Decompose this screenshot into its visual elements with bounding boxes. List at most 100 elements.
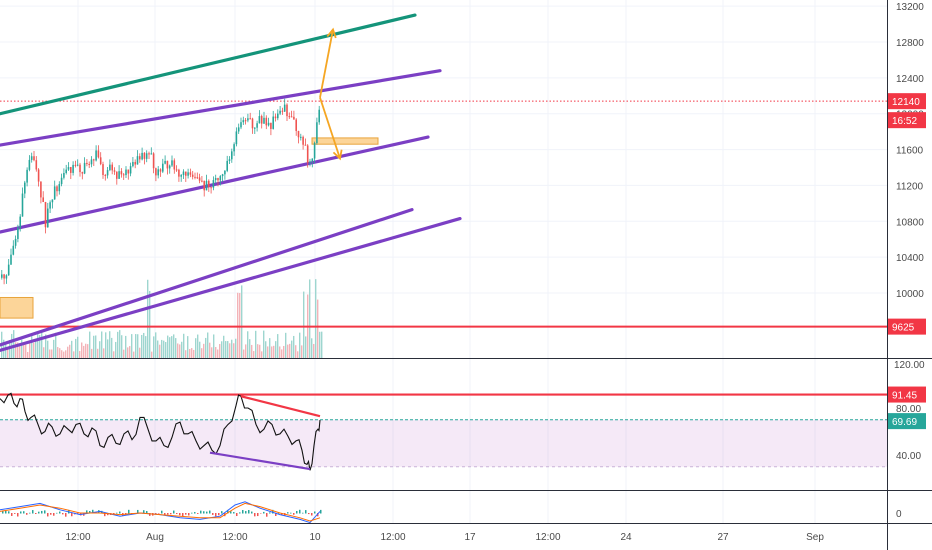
candle-body (297, 130, 300, 138)
down-arrow (319, 97, 341, 159)
bullish-divergence (209, 451, 311, 471)
volume-bar (229, 343, 231, 358)
candle-body (1, 274, 3, 278)
macd-histogram-bar (71, 513, 73, 517)
volume-bar (127, 347, 129, 358)
macd-histogram-bar (92, 509, 94, 514)
volume-bar (249, 339, 251, 358)
macd-histogram-bar (203, 511, 205, 514)
candle-body (70, 167, 72, 173)
candle-body (30, 156, 33, 160)
macd-histogram-bar (143, 510, 145, 514)
osc-tick-label: 80.00 (896, 404, 921, 415)
volume-bar (143, 332, 145, 358)
macd-histogram-bar (104, 513, 106, 517)
candle-body (40, 181, 42, 198)
resistance-zone (311, 137, 379, 145)
up-arrow (319, 29, 334, 98)
macd-histogram-bar (50, 513, 52, 515)
macd-histogram-bar (47, 513, 49, 517)
candle-body (210, 187, 212, 189)
macd-histogram-bar (62, 513, 64, 515)
volume-bar (231, 339, 233, 358)
zones (0, 137, 379, 319)
volume-bar (301, 345, 303, 358)
candle-body (283, 104, 286, 112)
countdown-badge-bg (888, 112, 926, 129)
volume-bar (193, 349, 195, 358)
macd-histogram-bar (278, 512, 280, 514)
candle-body (143, 152, 146, 159)
volume-bar (121, 335, 123, 358)
candle-body (173, 160, 176, 170)
macd-histogram-bar (194, 512, 196, 514)
macd-histogram-bar (200, 510, 202, 514)
volume-bar (201, 348, 203, 358)
volume-bar (117, 331, 119, 358)
volume-bar (165, 342, 167, 358)
macd-histogram-bar (161, 510, 163, 514)
candle-body (97, 150, 100, 158)
time-axis[interactable]: 12:00 Aug 12:00 10 12:00 17 12:00 24 27 Sep (65, 532, 824, 543)
time-tick-label: 12:00 (65, 532, 90, 543)
time-tick-label: 12:00 (535, 532, 560, 543)
candle-body (217, 177, 219, 181)
volume-bar (251, 344, 253, 358)
candle-body (311, 158, 314, 162)
macd-histogram-bar (137, 509, 139, 514)
macd-tick-label: 0 (896, 509, 902, 520)
candle-body (49, 202, 51, 209)
volume-bar (287, 344, 289, 358)
volume-bar (63, 351, 65, 358)
candle-body (33, 156, 35, 161)
volume-bar (69, 344, 71, 358)
demand-zone (0, 296, 34, 319)
candle-body (150, 153, 153, 155)
volume-bar (37, 331, 39, 358)
volume-bar (271, 346, 273, 358)
macd-histogram-bar (245, 511, 247, 514)
volume-bar (19, 344, 21, 358)
candle-body (224, 170, 226, 175)
macd-histogram-bar (317, 513, 319, 517)
volume-bar (163, 340, 165, 358)
volume-bar (55, 332, 57, 358)
candle-body (260, 116, 263, 124)
volume-bar (267, 346, 269, 358)
volume-bar (65, 350, 67, 358)
macd-histogram-bar (164, 513, 166, 516)
candle-body (258, 116, 261, 124)
macd-histogram-bar (116, 512, 118, 514)
macd-histogram-bar (215, 513, 217, 517)
candle-body (293, 116, 295, 120)
volume-bar (211, 347, 213, 358)
candle-body (279, 110, 281, 114)
volume-bar (91, 348, 93, 358)
candle-body (90, 159, 93, 165)
volume-bar (189, 348, 191, 358)
macd-histogram-bar (167, 513, 169, 515)
volume-bar (85, 343, 87, 358)
price-axis[interactable]: 1320012800124001200011600112001080010400… (888, 2, 926, 520)
volume-bar (273, 345, 275, 358)
macd-histogram-bar (308, 513, 310, 515)
time-tick-label: 10 (309, 532, 321, 543)
volume-bar (49, 349, 51, 358)
macd-histogram-bar (2, 510, 4, 514)
volume-bar (159, 344, 161, 358)
rsi-current-badge: 69.69 (892, 417, 917, 428)
candle-body (290, 116, 293, 118)
volume-bar (233, 343, 235, 358)
candle-body (3, 274, 5, 279)
volume-bar (171, 336, 173, 358)
volume-bar (39, 335, 41, 358)
volume-bar (95, 335, 97, 358)
macd-histogram-bar (11, 513, 13, 516)
macd-histogram-bar (29, 512, 31, 514)
volume-bar (33, 342, 35, 358)
candle-body (86, 162, 88, 164)
candle-body (178, 169, 180, 177)
volume-bar (279, 346, 281, 358)
volume-bar (161, 339, 163, 358)
